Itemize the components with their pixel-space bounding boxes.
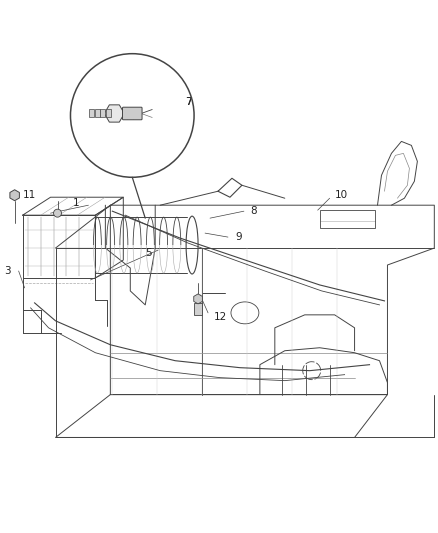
FancyBboxPatch shape [123,107,142,120]
Text: 1: 1 [72,198,79,208]
Text: 9: 9 [235,232,242,242]
Bar [95,109,100,117]
Text: 5: 5 [145,248,152,258]
Bar [100,109,106,117]
Bar [106,109,111,117]
Bar [194,303,202,315]
Text: 8: 8 [250,206,257,216]
Text: 12: 12 [214,312,227,322]
Text: 3: 3 [4,266,11,276]
Text: 7: 7 [185,96,192,107]
Text: 11: 11 [23,190,36,200]
Text: 10: 10 [335,190,348,200]
Circle shape [53,209,61,217]
Bar [320,210,374,228]
Bar [89,109,95,117]
Text: 7: 7 [185,96,192,107]
